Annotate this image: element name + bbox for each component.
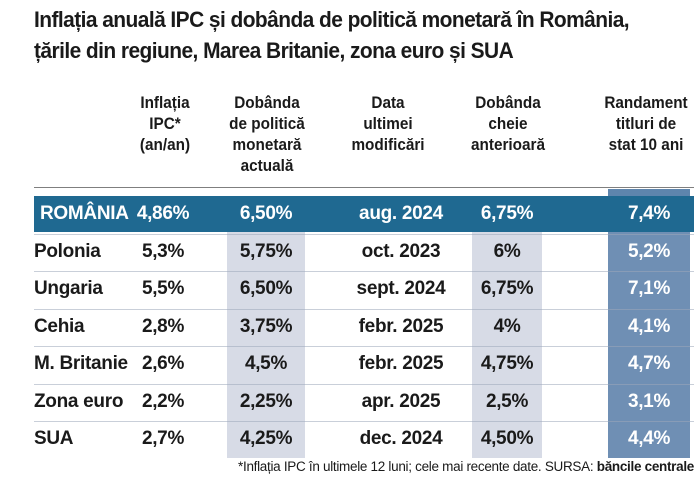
footnote-source-label: SURSA: — [544, 459, 594, 474]
table-row: Cehia 2,8% 3,75% febr. 2025 4% 4,1% — [34, 309, 694, 345]
row-separator — [34, 233, 694, 235]
table-row: M. Britanie 2,6% 4,5% febr. 2025 4,75% 4,7% — [34, 346, 694, 382]
footnote: *Inflația IPC în ultimele 12 luni; cele … — [204, 458, 694, 476]
header-anterioara: Dobânda cheie anterioară — [463, 92, 553, 155]
cell-dobanda: 4,25% — [239, 428, 293, 449]
cell-anterioara: 4,75% — [480, 353, 534, 374]
table-row: Zona euro 2,2% 2,25% apr. 2025 2,5% 3,1% — [34, 384, 694, 420]
table-row: Ungaria 5,5% 6,50% sept. 2024 6,75% 7,1% — [34, 271, 694, 307]
row-separator — [34, 346, 694, 347]
cell-data: oct. 2023 — [361, 240, 441, 262]
cell-randament: 7,4% — [627, 203, 671, 224]
randament-column-shade — [608, 230, 690, 458]
header-ipc: Inflația IPC* (an/an) — [125, 92, 206, 155]
table-row: SUA 2,7% 4,25% dec. 2024 4,50% 4,4% — [34, 421, 694, 457]
header-randament-line-1: Randament — [604, 93, 688, 112]
cell-country: SUA — [34, 428, 74, 449]
header-ipc-line-1: Inflația — [140, 93, 190, 112]
cell-ipc: 4,86% — [136, 203, 190, 224]
cell-randament: 5,2% — [627, 240, 671, 262]
cell-ipc: 5,3% — [141, 240, 185, 262]
cell-country: Polonia — [34, 240, 101, 262]
header-dobanda-line-2: de politică — [229, 114, 305, 133]
header-data-line-1: Data — [371, 93, 405, 112]
dobanda-column-shade — [227, 230, 305, 458]
header-divider — [34, 187, 694, 188]
cell-country: Ungaria — [34, 278, 103, 299]
cell-data: febr. 2025 — [358, 353, 444, 374]
header-anterioara-line-2: cheie — [488, 114, 528, 133]
cell-dobanda: 2,25% — [239, 390, 293, 412]
cell-anterioara: 6,75% — [480, 278, 534, 299]
cell-anterioara: 4,50% — [480, 428, 534, 449]
header-anterioara-line-3: anterioară — [471, 135, 545, 154]
romania-highlight-band — [34, 196, 694, 232]
cell-randament: 4,7% — [627, 353, 671, 374]
cell-ipc: 2,2% — [141, 390, 185, 412]
cell-country: Cehia — [34, 315, 85, 337]
cell-data: aug. 2024 — [359, 203, 443, 224]
cell-dobanda: 3,75% — [239, 315, 293, 337]
cell-anterioara: 6,75% — [480, 203, 534, 224]
cell-anterioara: 6% — [493, 240, 521, 262]
cell-data: apr. 2025 — [361, 390, 441, 412]
anterioara-column-shade — [472, 230, 542, 458]
row-separator — [34, 383, 694, 385]
cell-country: M. Britanie — [34, 353, 128, 374]
header-dobanda-line-4: actuală — [240, 156, 294, 175]
cell-anterioara: 4% — [493, 315, 521, 337]
header-dobanda-line-1: Dobânda — [234, 93, 300, 112]
cell-ipc: 2,6% — [141, 353, 185, 374]
header-anterioara-line-1: Dobânda — [475, 93, 541, 112]
cell-ipc: 5,5% — [141, 278, 185, 299]
header-dobanda: Dobânda de politică monetară actuală — [223, 92, 311, 176]
row-separator — [34, 421, 694, 422]
cell-randament: 3,1% — [627, 390, 671, 412]
cell-dobanda: 4,5% — [244, 353, 288, 374]
cell-dobanda: 5,75% — [239, 240, 293, 262]
cell-country: Zona euro — [34, 390, 124, 412]
header-data-line-2: ultimei — [363, 114, 413, 133]
cell-data: febr. 2025 — [358, 315, 444, 337]
cell-country: ROMÂNIA — [40, 203, 129, 224]
cell-randament: 4,4% — [627, 428, 671, 449]
cell-dobanda: 6,50% — [239, 203, 293, 224]
header-randament-line-3: stat 10 ani — [608, 135, 684, 154]
header-data: Data ultimei modificări — [343, 92, 433, 155]
row-separator — [34, 308, 694, 310]
title-line-2: țările din regiune, Marea Britanie, zona… — [34, 38, 514, 63]
cell-data: sept. 2024 — [356, 278, 446, 299]
footnote-source-value: băncile centrale — [596, 459, 695, 474]
cell-dobanda: 6,50% — [239, 278, 293, 299]
title-line-1: Inflația anuală IPC și dobânda de politi… — [34, 7, 630, 32]
cell-randament: 7,1% — [627, 278, 671, 299]
header-ipc-line-3: (an/an) — [139, 135, 191, 154]
cell-ipc: 2,7% — [141, 428, 185, 449]
chart-title: Inflația anuală IPC și dobânda de politi… — [34, 4, 648, 66]
cell-anterioara: 2,5% — [485, 390, 529, 412]
header-ipc-line-2: IPC* — [149, 114, 181, 133]
header-data-line-3: modificări — [351, 135, 425, 154]
table-row: Polonia 5,3% 5,75% oct. 2023 6% 5,2% — [34, 234, 694, 270]
row-separator — [34, 271, 694, 272]
cell-ipc: 2,8% — [141, 315, 185, 337]
cell-randament: 4,1% — [627, 315, 671, 337]
header-randament-line-2: titluri de — [615, 114, 677, 133]
cell-data: dec. 2024 — [359, 428, 443, 449]
table-row-romania: ROMÂNIA 4,86% 6,50% aug. 2024 6,75% 7,4% — [34, 196, 694, 232]
header-dobanda-line-3: monetară — [232, 135, 302, 154]
header-randament: Randament titluri de stat 10 ani — [592, 92, 699, 155]
footnote-note: *Inflația IPC în ultimele 12 luni; cele … — [238, 459, 542, 474]
